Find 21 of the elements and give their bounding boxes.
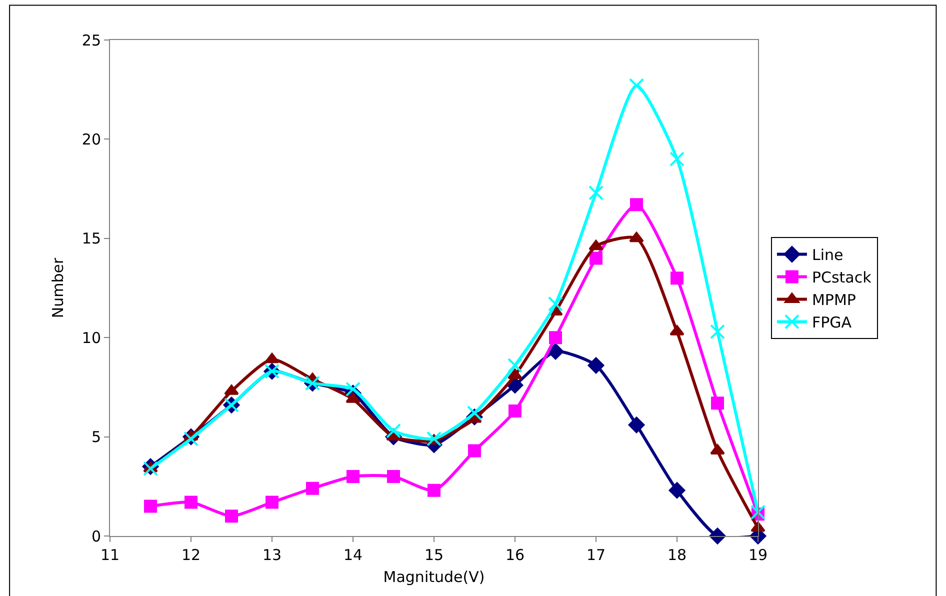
x-tick-label: 16 [505, 546, 525, 564]
x-tick-label: 17 [586, 546, 606, 564]
x-tick-label: 13 [262, 546, 282, 564]
y-tick-label: 5 [91, 428, 101, 446]
legend-label: PCstack [812, 268, 872, 287]
x-tick-label: 19 [748, 546, 768, 564]
x-axis-title: Magnitude(V) [383, 568, 485, 586]
y-tick-label: 0 [91, 527, 101, 546]
y-axis-title: Number [49, 257, 68, 318]
legend-label: FPGA [812, 314, 852, 332]
y-tick-label: 20 [82, 130, 101, 148]
y-tick-label: 10 [82, 328, 101, 347]
legend-label: Line [812, 246, 844, 264]
x-tick-label: 14 [343, 546, 363, 564]
legend-label: MPMP [812, 291, 856, 310]
y-tick-label: 15 [82, 230, 101, 248]
x-tick-label: 15 [424, 546, 444, 564]
x-tick-label: 18 [667, 546, 687, 564]
x-tick-label: 11 [100, 546, 120, 564]
y-tick-label: 25 [82, 31, 101, 50]
x-tick-label: 12 [181, 546, 201, 564]
